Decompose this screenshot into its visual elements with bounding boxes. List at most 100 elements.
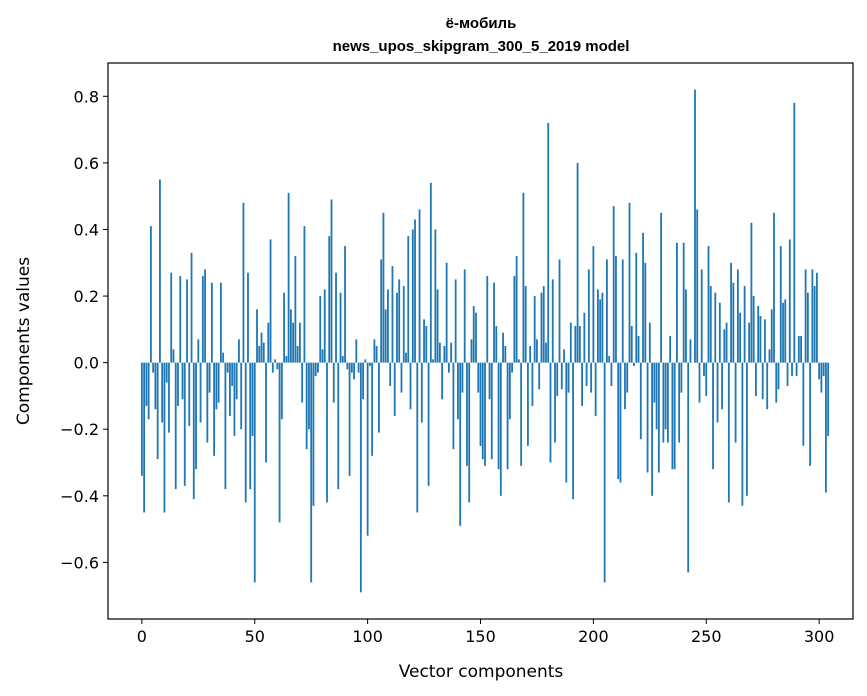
- x-tick-label: 100: [352, 627, 383, 646]
- bar: [558, 259, 561, 363]
- bar: [517, 359, 520, 363]
- bar: [653, 362, 656, 403]
- bar: [621, 259, 624, 363]
- bar: [400, 362, 403, 393]
- bar: [350, 362, 353, 373]
- bar: [565, 362, 568, 483]
- bar: [806, 292, 809, 363]
- bar: [292, 322, 295, 363]
- bar: [335, 272, 337, 363]
- bar: [423, 319, 425, 363]
- bar: [741, 362, 744, 506]
- bar: [773, 212, 775, 363]
- bar: [384, 309, 387, 363]
- plot-frame: [107, 62, 854, 620]
- bar: [542, 286, 545, 363]
- bar: [441, 362, 444, 400]
- bar: [786, 362, 789, 386]
- bar: [764, 319, 766, 363]
- bar: [779, 246, 782, 363]
- bar: [251, 362, 254, 436]
- bar: [784, 299, 787, 363]
- bar: [452, 362, 455, 450]
- bar: [563, 349, 565, 363]
- bar: [493, 282, 495, 363]
- bar: [301, 362, 304, 403]
- bar: [359, 362, 362, 593]
- bar: [664, 362, 667, 430]
- bar: [373, 339, 376, 363]
- bar: [522, 192, 525, 363]
- bar: [644, 262, 647, 363]
- bar: [161, 362, 164, 423]
- bar: [418, 209, 421, 363]
- bar: [678, 362, 681, 443]
- bar: [815, 272, 818, 363]
- bar: [484, 362, 486, 466]
- bar: [698, 362, 701, 403]
- bar: [337, 362, 340, 490]
- bar: [143, 362, 146, 513]
- bar: [420, 362, 423, 423]
- x-axis-ticks: 0 50 100 150 200 250 300: [137, 619, 835, 646]
- bar: [391, 266, 394, 363]
- bar: [450, 342, 453, 363]
- bar: [287, 192, 290, 363]
- bar: [199, 362, 202, 423]
- bar: [319, 296, 322, 363]
- bar: [378, 362, 380, 433]
- bar: [583, 312, 586, 363]
- bar: [576, 162, 579, 363]
- bar: [170, 272, 173, 363]
- bar: [201, 276, 204, 363]
- bar: [547, 122, 550, 363]
- bar: [402, 286, 405, 363]
- bar: [782, 302, 784, 363]
- bar: [152, 362, 155, 373]
- bar: [651, 362, 653, 496]
- bar: [253, 362, 256, 583]
- bar: [346, 362, 349, 370]
- bar: [457, 362, 459, 420]
- bar: [256, 309, 258, 363]
- bar: [407, 236, 410, 363]
- bar: [445, 262, 448, 363]
- bar: [529, 345, 532, 363]
- bar: [186, 279, 188, 363]
- bar: [578, 326, 581, 363]
- bar: [648, 322, 651, 363]
- bar: [247, 272, 249, 363]
- bar: [755, 362, 757, 396]
- bar: [303, 226, 306, 363]
- x-tick-label: 300: [804, 627, 835, 646]
- bar: [734, 362, 737, 443]
- bar: [811, 269, 814, 363]
- bar: [768, 349, 771, 363]
- bar: [371, 362, 374, 456]
- bar: [477, 362, 480, 393]
- bar: [637, 336, 640, 363]
- y-tick-label: −0.2: [60, 420, 99, 439]
- bar: [551, 279, 554, 363]
- bar: [788, 239, 791, 363]
- bar: [159, 179, 161, 363]
- bar: [752, 296, 755, 363]
- bar: [545, 342, 547, 363]
- bar: [321, 349, 324, 363]
- bar: [610, 362, 613, 386]
- bar: [673, 362, 676, 470]
- bar: [536, 339, 538, 363]
- y-tick-label: −0.4: [60, 487, 99, 506]
- bar: [382, 212, 385, 363]
- bar: [434, 229, 437, 363]
- bar: [192, 362, 195, 500]
- bar: [366, 362, 369, 536]
- bar: [633, 362, 635, 366]
- bar: [804, 269, 807, 363]
- bar: [231, 362, 234, 386]
- bar: [429, 182, 432, 363]
- bar: [481, 362, 484, 460]
- bar: [802, 362, 805, 446]
- bar: [596, 289, 599, 363]
- bar: [730, 262, 732, 363]
